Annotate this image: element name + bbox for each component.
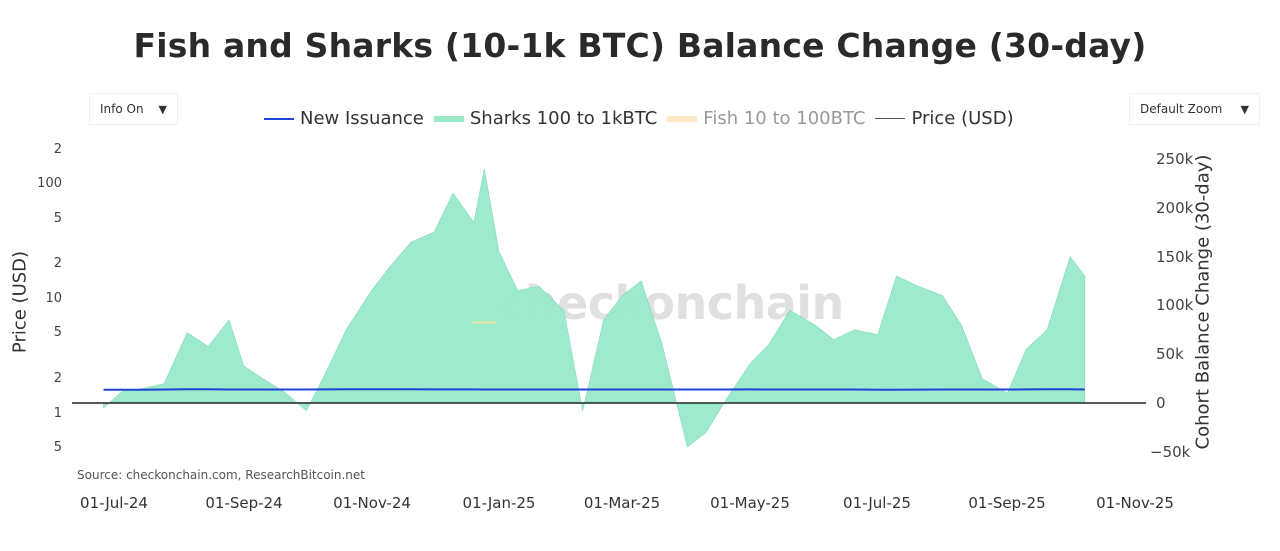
legend-label: New Issuance — [300, 108, 424, 129]
info-dropdown-label: Info On — [100, 102, 144, 116]
right-tick: 0 — [1156, 394, 1166, 412]
x-tick: 01-May-25 — [710, 494, 790, 512]
x-tick: 01-Jul-24 — [80, 494, 148, 512]
x-tick: 01-Jan-25 — [462, 494, 536, 512]
legend-item-price[interactable]: Price (USD) — [875, 108, 1014, 129]
right-tick: 150k — [1156, 248, 1194, 266]
fish-trace-marker — [472, 321, 496, 324]
right-tick: 50k — [1156, 345, 1184, 363]
left-tick: 2 — [53, 371, 62, 386]
x-tick: 01-Sep-25 — [968, 494, 1046, 512]
source-note: Source: checkonchain.com, ResearchBitcoi… — [77, 468, 365, 482]
line-swatch-icon — [875, 118, 906, 119]
left-tick: 5 — [53, 325, 62, 340]
caret-down-icon: ▼ — [158, 102, 167, 116]
info-dropdown[interactable]: Info On ▼ — [89, 93, 178, 125]
left-tick: 5 — [53, 440, 62, 455]
legend-label: Fish 10 to 100BTC — [703, 108, 866, 129]
right-tick: 100k — [1156, 296, 1194, 314]
legend-item-fish[interactable]: Fish 10 to 100BTC — [667, 108, 865, 129]
left-tick: 10 — [45, 291, 62, 306]
line-swatch-icon — [264, 117, 294, 120]
right-tick: 250k — [1156, 150, 1194, 168]
right-tick: −50k — [1150, 443, 1191, 461]
chart-title: Fish and Sharks (10-1k BTC) Balance Chan… — [133, 26, 1147, 65]
x-tick: 01-Jul-25 — [843, 494, 911, 512]
left-tick: 2 — [53, 142, 62, 157]
x-tick: 01-Nov-24 — [333, 494, 411, 512]
left-tick: 1 — [53, 406, 62, 421]
legend: New Issuance Sharks 100 to 1kBTC Fish 10… — [264, 108, 1024, 129]
left-tick: 5 — [53, 211, 62, 226]
new-issuance-line — [103, 388, 1085, 391]
legend-label: Price (USD) — [911, 108, 1014, 129]
right-tick: 200k — [1156, 199, 1194, 217]
left-tick: 100 — [37, 176, 62, 191]
legend-item-sharks[interactable]: Sharks 100 to 1kBTC — [433, 108, 658, 129]
area-swatch-icon — [667, 115, 698, 122]
caret-down-icon: ▼ — [1240, 102, 1249, 116]
legend-label: Sharks 100 to 1kBTC — [469, 108, 658, 129]
x-tick: 01-Sep-24 — [205, 494, 283, 512]
sharks-area — [103, 168, 1086, 448]
zoom-dropdown-label: Default Zoom — [1140, 102, 1223, 116]
left-tick: 2 — [53, 256, 62, 271]
legend-item-new-issuance[interactable]: New Issuance — [264, 108, 424, 129]
zoom-dropdown[interactable]: Default Zoom ▼ — [1129, 93, 1260, 125]
x-tick: 01-Mar-25 — [583, 494, 661, 512]
x-tick: 01-Nov-25 — [1096, 494, 1174, 512]
area-swatch-icon — [433, 115, 464, 122]
